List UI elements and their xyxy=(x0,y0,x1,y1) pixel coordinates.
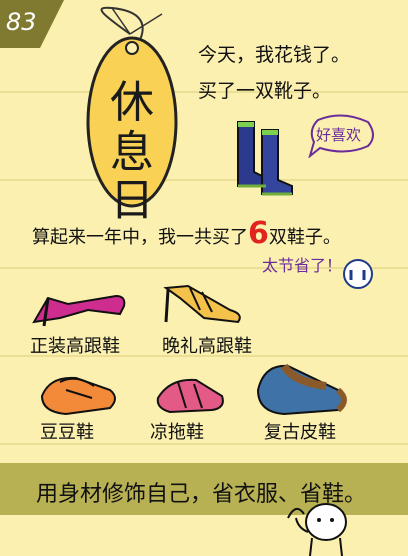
page-number-badge: 83 xyxy=(0,0,64,48)
diary-line-1: 今天，我花钱了。 xyxy=(198,44,351,66)
shoe-count: 6 xyxy=(248,216,269,251)
footer-band xyxy=(0,463,408,515)
remark: 太节省了！ xyxy=(262,256,343,275)
shoe-label-sandal: 凉拖鞋 xyxy=(150,422,204,443)
page-number: 83 xyxy=(6,8,37,36)
love-note-bubble xyxy=(306,114,378,158)
diary-line-2: 买了一双靴子。 xyxy=(198,80,332,102)
tag-char-1: 休 xyxy=(110,77,154,128)
tag-char-3: 日 xyxy=(110,175,154,226)
crying-face-icon xyxy=(342,258,374,292)
orange-loafer-icon xyxy=(36,368,122,418)
love-note: 好喜欢 xyxy=(316,126,362,144)
footer-text: 用身材修饰自己，省衣服、省鞋。 xyxy=(36,482,367,507)
pink-sandal-icon xyxy=(150,368,230,418)
summary-line: 算起来一年中，我一共买了6双鞋子。 xyxy=(32,216,341,251)
shoe-label-evening-heel: 晚礼高跟鞋 xyxy=(162,336,252,357)
little-figure-icon xyxy=(282,498,352,556)
shoe-label-formal-heel: 正装高跟鞋 xyxy=(30,336,120,357)
summary-before: 算起来一年中，我一共买了 xyxy=(32,227,248,248)
gold-strappy-heel-icon xyxy=(160,278,250,326)
tag-char-2: 息 xyxy=(110,127,154,178)
summary-after: 双鞋子。 xyxy=(268,227,341,248)
pink-high-heel-icon xyxy=(30,284,130,328)
brown-oxford-icon xyxy=(254,360,354,418)
rest-day-tag: 休 息 日 xyxy=(72,4,192,226)
shoe-label-vintage-leather: 复古皮鞋 xyxy=(264,422,336,443)
blue-boots-icon xyxy=(232,120,306,196)
shoe-label-loafer: 豆豆鞋 xyxy=(40,422,94,443)
